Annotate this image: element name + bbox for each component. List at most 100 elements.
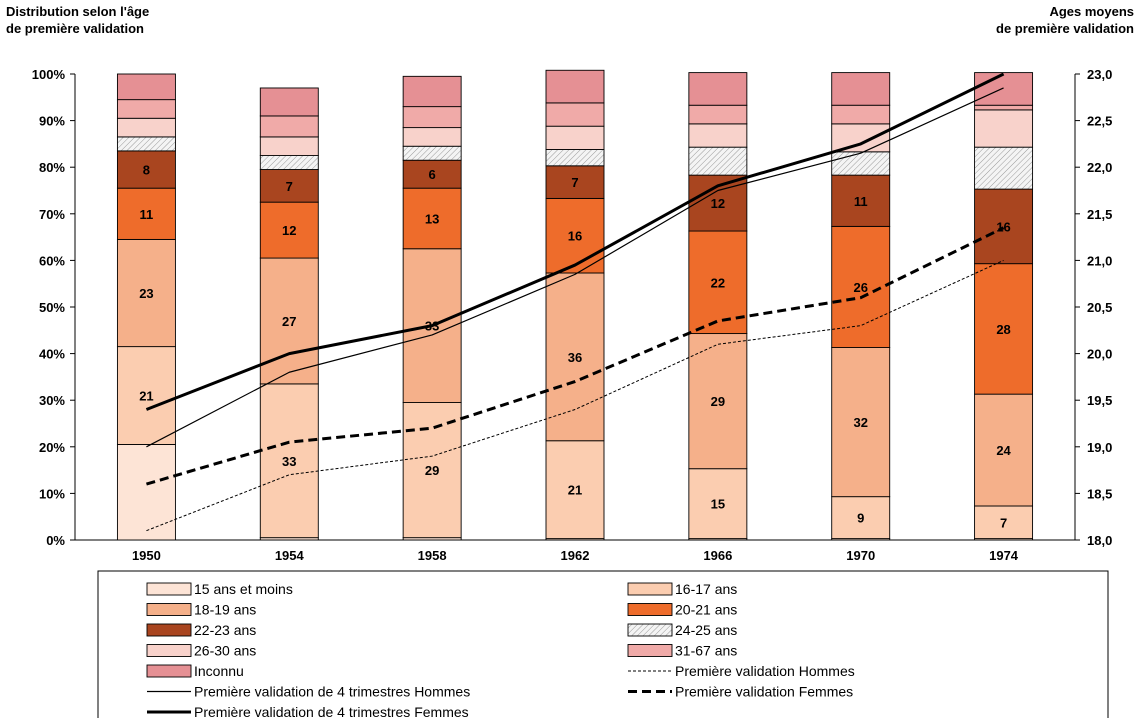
bar-segment xyxy=(974,109,1034,148)
data-label: 27 xyxy=(282,314,296,329)
data-label: 12 xyxy=(711,196,725,211)
bar-segment xyxy=(259,87,319,117)
lines xyxy=(145,72,1005,532)
plot-area: 0% 10% 20% 30% 40% 50% 60% 70% 80% 90% 100% 18,0 18,… xyxy=(32,67,1113,563)
data-label: 7 xyxy=(571,175,578,190)
bar-segment xyxy=(688,468,748,540)
legend-swatch xyxy=(627,603,673,616)
bar-segment xyxy=(116,187,176,240)
data-label: 32 xyxy=(853,415,867,430)
legend-label: Première validation de 4 trimestres Femm… xyxy=(194,704,469,718)
right-tick-label: 20,0 xyxy=(1087,347,1112,362)
bar-segment xyxy=(402,145,462,161)
data-label: 6 xyxy=(429,167,436,182)
bar-segment xyxy=(688,146,748,176)
bar-segment xyxy=(688,104,748,125)
left-tick-label: 100% xyxy=(32,67,66,82)
bar-segment xyxy=(259,115,319,138)
legend-swatch xyxy=(146,623,192,637)
legend-label: 22-23 ans xyxy=(194,622,256,638)
x-tick-label: 1958 xyxy=(418,548,447,563)
bar-segment xyxy=(831,72,891,106)
data-labels: 21 23 11 8 33 27 12 7 29 33 13 6 21 36 16 7 15 29 22 12 9 32 2… xyxy=(139,163,1011,531)
legend-label: 16-17 ans xyxy=(675,581,737,597)
data-label: 9 xyxy=(857,511,864,526)
x-tick-label: 1974 xyxy=(989,548,1019,563)
right-axis-title-line-2: de première validation xyxy=(996,21,1134,36)
left-tick-label: 50% xyxy=(39,300,65,315)
bar-segment xyxy=(116,117,176,138)
data-label: 33 xyxy=(425,319,439,334)
right-tick-label: 22,5 xyxy=(1087,114,1112,129)
data-label: 12 xyxy=(282,223,296,238)
x-tick-label: 1966 xyxy=(703,548,732,563)
bar-segment xyxy=(831,347,891,498)
x-tick-label: 1970 xyxy=(846,548,875,563)
legend-label: 26-30 ans xyxy=(194,643,256,659)
right-tick-label: 20,5 xyxy=(1087,300,1112,315)
line-series xyxy=(145,72,1005,411)
line-series xyxy=(146,87,1004,448)
legend-swatch xyxy=(627,623,673,637)
bar-segment xyxy=(116,238,176,348)
data-label: 24 xyxy=(996,443,1011,458)
bar-segment xyxy=(402,187,462,250)
bar-segment xyxy=(259,169,319,203)
bar-segment xyxy=(974,146,1034,190)
legend-swatch xyxy=(146,603,192,616)
legend-label: Première validation Femmes xyxy=(675,684,853,700)
bar-segment xyxy=(402,127,462,147)
left-tick-label: 80% xyxy=(39,160,65,175)
bar-segment xyxy=(402,159,462,189)
bar-segment xyxy=(831,151,891,176)
right-tick-label: 22,0 xyxy=(1087,160,1112,175)
bar-segment xyxy=(545,197,605,274)
x-tick-label: 1962 xyxy=(561,548,590,563)
right-tick-label: 23,0 xyxy=(1087,67,1112,82)
bar-segment xyxy=(688,123,748,148)
right-tick-label: 21,5 xyxy=(1087,207,1112,222)
data-label: 26 xyxy=(853,280,867,295)
right-tick-label: 19,0 xyxy=(1087,440,1112,455)
legend-label: 15 ans et moins xyxy=(194,581,293,597)
data-label: 7 xyxy=(286,179,293,194)
legend-label: 24-25 ans xyxy=(675,622,737,638)
data-label: 23 xyxy=(139,286,153,301)
bar-segment xyxy=(545,125,605,150)
bar-segment xyxy=(259,257,319,385)
legend-swatch xyxy=(146,644,192,657)
legend: 15 ans et moins 16-17 ans 18-19 ans 20-21 a… xyxy=(97,570,1109,718)
left-tick-label: 20% xyxy=(39,440,65,455)
bar-segment xyxy=(974,505,1034,540)
legend-swatch xyxy=(627,582,673,596)
bar-segment xyxy=(545,102,605,127)
legend-label: Première validation Hommes xyxy=(675,663,855,679)
bar-segment xyxy=(402,106,462,129)
bar-segment xyxy=(688,72,748,106)
data-label: 11 xyxy=(140,207,154,222)
right-tick-label: 18,5 xyxy=(1087,486,1112,501)
bar-segment xyxy=(116,136,176,152)
line-series xyxy=(146,259,1004,532)
data-label: 7 xyxy=(1000,515,1007,530)
legend-label: Première validation de 4 trimestres Homm… xyxy=(194,684,470,700)
bar-segment xyxy=(116,99,176,119)
data-label: 16 xyxy=(996,219,1010,234)
right-tick-label: 19,5 xyxy=(1087,393,1112,408)
bar-segment xyxy=(116,150,176,189)
data-label: 21 xyxy=(568,483,582,498)
legend-label: Inconnu xyxy=(194,663,244,679)
right-tick-label: 21,0 xyxy=(1087,253,1112,268)
bar-segment xyxy=(545,272,605,442)
bar-segment xyxy=(974,263,1034,395)
data-label: 36 xyxy=(568,350,582,365)
bar-segment xyxy=(259,155,319,170)
data-label: 22 xyxy=(711,275,725,290)
data-label: 15 xyxy=(711,497,725,512)
left-axis-title-line-2: de première validation xyxy=(6,21,144,36)
bar-segment xyxy=(831,174,891,227)
bar-segment xyxy=(259,201,319,259)
legend-swatch xyxy=(146,582,192,596)
